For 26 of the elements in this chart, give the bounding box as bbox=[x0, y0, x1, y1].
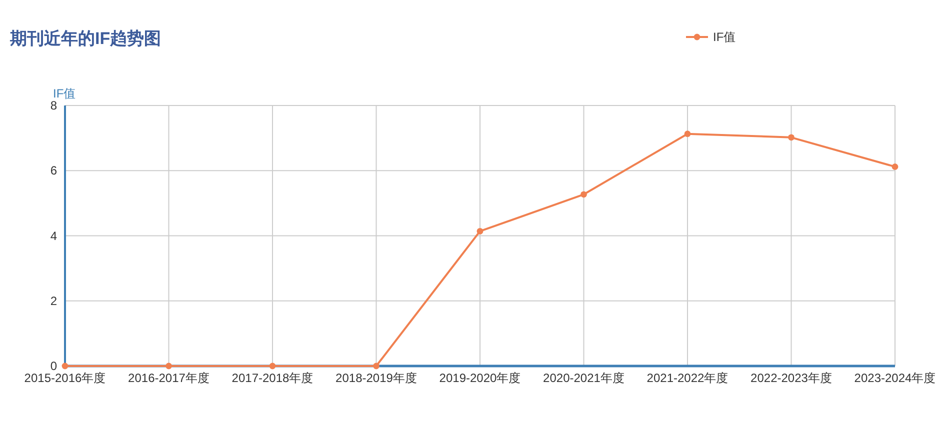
point bbox=[476, 228, 484, 234]
x-tick-label: 2022-2023年度 bbox=[750, 371, 832, 385]
point bbox=[684, 130, 691, 138]
point bbox=[788, 134, 794, 141]
y-axis-title: IF值 bbox=[53, 86, 76, 100]
point bbox=[892, 164, 898, 170]
y-tick-label: 4 bbox=[50, 228, 58, 243]
x-tick-label: 2021-2022年度 bbox=[646, 371, 728, 385]
point bbox=[373, 362, 380, 370]
x-tick-label: 2018-2019年度 bbox=[336, 371, 417, 385]
y-tick-label: 2 bbox=[50, 294, 58, 308]
point bbox=[580, 191, 587, 198]
y-tick-label: 8 bbox=[50, 98, 58, 112]
y-tick-label: 0 bbox=[50, 359, 58, 373]
x-tick-label: 2020-2021年度 bbox=[543, 371, 624, 385]
point bbox=[269, 362, 276, 370]
y-tick-label: 6 bbox=[50, 164, 58, 178]
x-tick-label: 2016-2017年度 bbox=[128, 371, 210, 385]
x-tick-label: 2015-2016年度 bbox=[24, 371, 106, 385]
point bbox=[62, 362, 68, 370]
legend-label: IF值 bbox=[713, 30, 736, 44]
x-tick-label: 2017-2018年度 bbox=[232, 371, 314, 385]
x-tick-label: 2019-2020年度 bbox=[439, 371, 521, 385]
point bbox=[166, 362, 172, 370]
x-tick-label: 2023-2024年度 bbox=[854, 371, 936, 385]
chart-title: 期刊近年的IF趋势图 bbox=[9, 29, 162, 48]
